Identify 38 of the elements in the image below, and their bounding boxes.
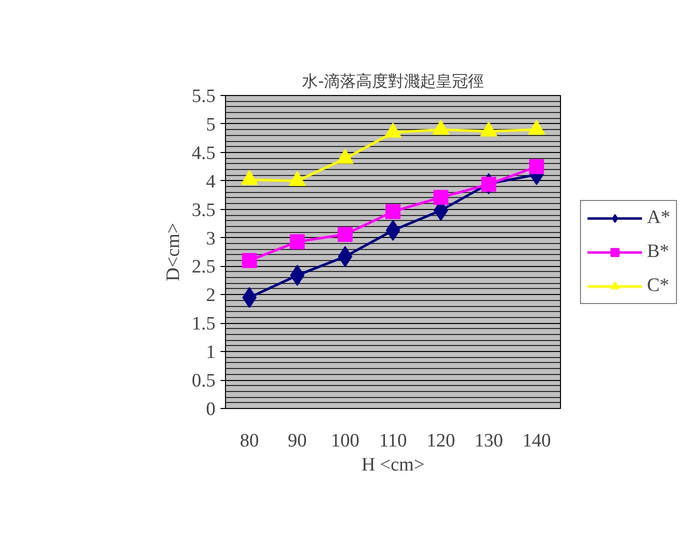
y-tick-label: 0.5 xyxy=(192,370,216,392)
y-tick-label: 3 xyxy=(206,228,216,250)
legend-label: B* xyxy=(647,240,670,262)
legend-label: A* xyxy=(647,206,670,228)
x-axis-title: H <cm> xyxy=(361,454,425,476)
chart-title: 水-滴落高度對濺起皇冠徑 xyxy=(302,72,484,90)
point xyxy=(480,122,498,136)
legend-label: C* xyxy=(647,274,670,296)
y-tick-label: 1.5 xyxy=(192,314,216,335)
x-tick-label: 130 xyxy=(474,430,503,452)
point xyxy=(481,176,496,192)
x-tick-label: 80 xyxy=(240,430,259,452)
point xyxy=(336,148,354,164)
y-tick-label: 5 xyxy=(206,114,216,136)
point xyxy=(242,253,257,268)
point xyxy=(240,170,258,185)
x-tick-label: 120 xyxy=(426,430,456,452)
x-tick-label: 110 xyxy=(379,430,407,452)
y-tick-label: 5.5 xyxy=(192,86,216,107)
point xyxy=(290,234,305,250)
point xyxy=(433,190,448,205)
point xyxy=(384,122,402,138)
point xyxy=(386,204,400,220)
y-axis-title: D<cm> xyxy=(162,222,184,282)
x-tick-label: 90 xyxy=(288,430,307,452)
point xyxy=(432,120,450,135)
point xyxy=(528,120,546,135)
y-tick-label: 2 xyxy=(206,285,216,306)
x-tick-label: 140 xyxy=(522,430,551,452)
y-tick-label: 3.5 xyxy=(192,200,216,221)
y-tick-label: 4 xyxy=(206,171,216,192)
point xyxy=(288,171,306,186)
y-tick-label: 4.5 xyxy=(192,142,216,164)
point xyxy=(338,226,353,242)
y-tick-label: 2.5 xyxy=(192,256,216,278)
x-tick-label: 100 xyxy=(330,430,360,452)
y-tick-label: 1 xyxy=(206,342,216,364)
y-tick-label: 0 xyxy=(206,399,216,420)
